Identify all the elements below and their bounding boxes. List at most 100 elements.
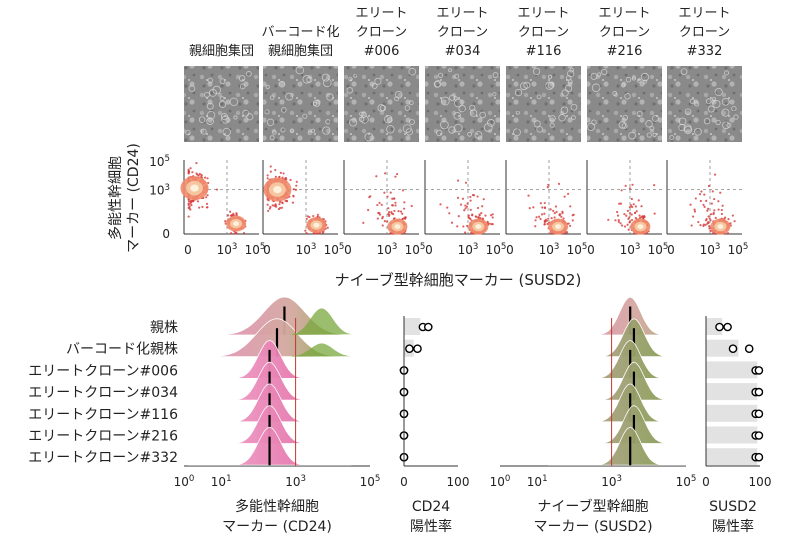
scatter-point (623, 225, 627, 228)
cell-mark (637, 78, 642, 83)
column-header-line: エリート (678, 6, 730, 21)
cell-mark (325, 119, 331, 125)
cell-mark (269, 135, 275, 141)
cell-mark (591, 119, 597, 125)
scatter-point (561, 210, 564, 213)
scatter-point (719, 191, 722, 194)
density-core (475, 224, 482, 230)
cell-mark (246, 70, 252, 77)
scatter-point (378, 201, 381, 204)
scatter-point (710, 202, 713, 205)
cell-mark (433, 80, 441, 88)
scatter-point (198, 206, 201, 209)
scatter-point (474, 215, 477, 218)
susd2-x-tick: 100 (490, 474, 511, 489)
replicate-point (728, 344, 738, 354)
scatter-point (702, 203, 705, 206)
cell-mark (222, 127, 231, 137)
cell-mark (206, 117, 214, 125)
pos-x-tick: 0 (702, 475, 710, 489)
scatter-point (205, 196, 208, 199)
scatter-point (617, 220, 620, 224)
cell-mark (281, 107, 287, 113)
cell-mark (207, 77, 213, 84)
scatter-point (711, 190, 714, 193)
scatter-y-tick: 105 (149, 154, 170, 169)
scatter-point (631, 183, 634, 186)
scatter-point (628, 206, 632, 209)
cell-mark (545, 81, 554, 90)
scatter-point (617, 219, 620, 222)
cell-mark (513, 128, 521, 137)
scatter-x-tick: 105 (324, 242, 345, 257)
cell-mark (302, 113, 308, 119)
scatter-point (712, 232, 715, 235)
susd2-x-title: ナイーブ型幹細胞 (537, 498, 648, 515)
scatter-point (274, 168, 277, 172)
cell-mark (532, 67, 541, 76)
cell-mark (453, 111, 462, 120)
cell-mark (238, 75, 246, 82)
scatter-point (380, 203, 383, 206)
cell-mark (408, 119, 415, 125)
scatter-point (700, 190, 703, 193)
scatter-point (391, 197, 394, 200)
scatter-point (478, 213, 481, 216)
scatter-point (278, 203, 281, 206)
scatter-point (534, 219, 537, 222)
scatter-point (729, 222, 732, 225)
cell-mark (483, 123, 493, 132)
pos-title: 陽性率 (410, 518, 452, 535)
cell-mark (218, 100, 227, 108)
scatter-point (403, 207, 406, 210)
scatter-point (292, 195, 295, 198)
scatter-point (461, 197, 465, 200)
cell-mark (467, 131, 472, 137)
scatter-point (572, 213, 575, 216)
scatter-x-tick: 103 (296, 242, 317, 257)
cell-mark (621, 83, 626, 88)
cell-mark (469, 104, 476, 111)
cell-mark (379, 105, 387, 112)
row-label: エリートクローン#116 (28, 407, 178, 423)
replicate-point (754, 409, 764, 419)
scatter-point (368, 196, 371, 199)
scatter-point (401, 189, 405, 192)
scatter-point (713, 209, 716, 212)
scatter-point (387, 212, 390, 216)
cell-mark (454, 98, 463, 108)
positive-rate-bar (404, 318, 421, 335)
scatter-point (547, 183, 550, 186)
scatter-point (269, 165, 272, 168)
scatter-point (634, 205, 637, 208)
scatter-point (466, 202, 469, 205)
column-header-line: #332 (687, 44, 723, 59)
scatter-point (279, 206, 282, 210)
density-core (233, 221, 240, 227)
scatter-point (689, 203, 692, 206)
scatter-point (446, 206, 449, 209)
cell-mark (371, 83, 378, 89)
microscopy-image (184, 66, 259, 142)
cell-mark (712, 99, 721, 108)
cell-mark (272, 130, 277, 135)
scatter-point (188, 170, 191, 173)
density-core (717, 224, 724, 230)
column-header-line: クローン (679, 25, 730, 40)
scatter-point (625, 214, 628, 217)
cell-mark (721, 97, 730, 106)
scatter-point (630, 204, 633, 207)
cell-mark (640, 72, 650, 82)
scatter-x-tick: 105 (405, 242, 426, 257)
cell-mark (458, 104, 466, 113)
scatter-point (224, 220, 227, 223)
susd2-x-title: マーカー (SUSD2) (533, 519, 652, 535)
scatter-point (704, 223, 707, 227)
cell-mark (374, 77, 382, 85)
scatter-point (714, 216, 717, 220)
scatter-point (201, 205, 204, 208)
column-header-line: エリート (517, 6, 569, 21)
row-label: バーコード化親株 (66, 342, 178, 358)
microscopy-image (667, 66, 742, 142)
cell-mark (678, 123, 686, 132)
